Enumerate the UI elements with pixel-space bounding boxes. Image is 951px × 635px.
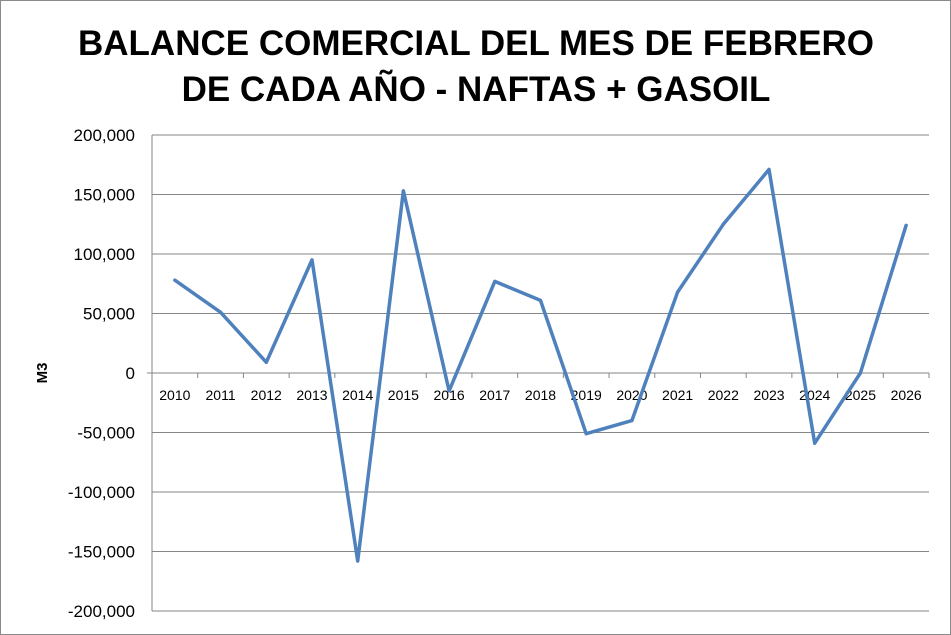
data-point: [493, 279, 497, 283]
x-tick-label: 2017: [479, 387, 510, 403]
data-point: [767, 167, 771, 172]
x-tick-label: 2015: [388, 387, 419, 403]
y-tick-label: -200,000: [68, 602, 135, 621]
y-tick-label: 50,000: [83, 305, 135, 324]
data-point: [310, 258, 314, 262]
data-point: [584, 432, 588, 436]
data-point: [721, 222, 725, 226]
x-tick-label: 2024: [799, 387, 830, 403]
x-tick-label: 2012: [251, 387, 282, 403]
x-tick-label: 2022: [708, 387, 739, 403]
data-point: [858, 371, 863, 375]
data-point: [218, 310, 223, 314]
y-axis-label: M3: [34, 363, 51, 384]
data-point: [173, 278, 177, 282]
data-point: [630, 419, 634, 423]
y-tick-label: 100,000: [74, 245, 135, 264]
x-tick-label: 2021: [662, 387, 693, 403]
data-point: [356, 559, 360, 563]
chart-title-line-1: BALANCE COMERCIAL DEL MES DE FEBRERO: [78, 24, 874, 63]
y-tick-label: 200,000: [74, 126, 135, 145]
y-tick-label: -50,000: [77, 424, 135, 443]
data-point: [264, 360, 268, 364]
x-tick-label: 2018: [525, 387, 556, 403]
x-tick-label: 2014: [342, 387, 373, 403]
x-tick-label: 2016: [434, 387, 465, 403]
data-point: [538, 298, 543, 303]
x-tick-label: 2025: [845, 387, 876, 403]
y-tick-label: 150,000: [74, 186, 135, 205]
chart-title-line-2: DE CADA AÑO - NAFTAS + GASOIL: [182, 70, 771, 109]
data-point: [813, 441, 817, 445]
data-point: [676, 290, 680, 294]
y-tick-label: -100,000: [68, 483, 135, 502]
plot-area: 200,000 150,000 100,000 50,000 0 -50,000 -100,…: [68, 126, 930, 621]
x-tick-label: 2019: [571, 387, 602, 403]
y-tick-label: 0: [126, 364, 135, 383]
data-point: [904, 223, 908, 228]
x-tick-label: 2023: [753, 387, 784, 403]
x-tick-label: 2013: [296, 387, 327, 403]
series-line: [173, 167, 908, 563]
x-tick-label: 2026: [891, 387, 922, 403]
x-tick-label: 2011: [206, 387, 236, 403]
data-point: [447, 389, 451, 393]
data-point: [401, 189, 405, 193]
x-tick-label: 2010: [159, 387, 190, 403]
y-tick-label: -150,000: [68, 543, 135, 562]
